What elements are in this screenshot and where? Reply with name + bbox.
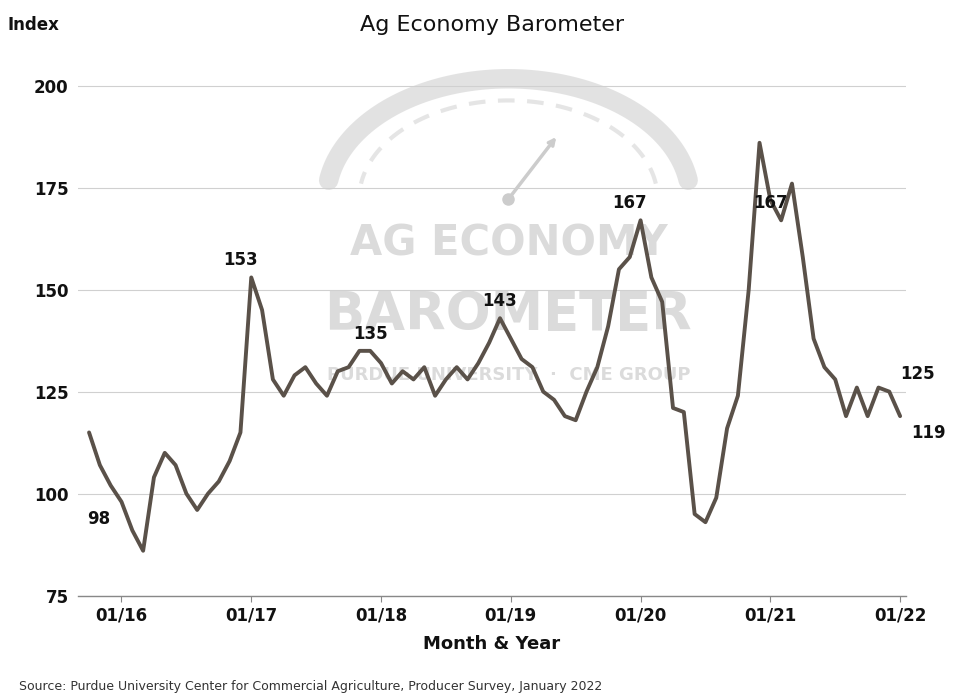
Text: 125: 125: [900, 365, 935, 383]
Text: Index: Index: [8, 16, 60, 34]
Text: Source: Purdue University Center for Commercial Agriculture, Producer Survey, Ja: Source: Purdue University Center for Com…: [19, 679, 603, 693]
Text: BAROMETER: BAROMETER: [324, 289, 692, 341]
Text: 119: 119: [911, 425, 946, 442]
Text: PURDUE UNIVERSITY  ·  CME GROUP: PURDUE UNIVERSITY · CME GROUP: [326, 366, 690, 384]
Title: Ag Economy Barometer: Ag Economy Barometer: [360, 15, 624, 35]
Text: 143: 143: [483, 292, 517, 310]
Text: 167: 167: [612, 194, 647, 212]
Text: 153: 153: [223, 251, 258, 269]
Text: 135: 135: [353, 325, 388, 342]
Text: AG ECONOMY: AG ECONOMY: [349, 222, 667, 264]
Text: 98: 98: [87, 510, 110, 528]
X-axis label: Month & Year: Month & Year: [423, 635, 561, 653]
Text: 167: 167: [753, 194, 787, 212]
